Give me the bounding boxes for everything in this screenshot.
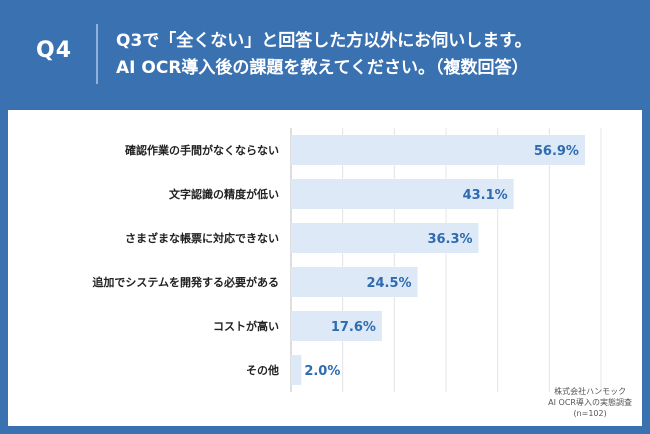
header-divider: [96, 24, 98, 84]
source-note: 株式会社ハンモック AI OCR導入の実態調査 (n=102): [548, 386, 632, 419]
bar: [291, 223, 479, 253]
question-line-2: AI OCR導入後の課題を教えてください。（複数回答）: [116, 58, 529, 78]
category-label: 追加でシステムを開発する必要がある: [92, 275, 279, 289]
question-line-1: Q3で「全くない」と回答した方以外にお伺いします。: [116, 31, 532, 51]
bar: [291, 135, 585, 165]
value-labels: 56.9% 43.1% 36.3% 24.5% 17.6% 2.0%: [304, 144, 579, 379]
bar: [291, 179, 514, 209]
source-sample-size: (n=102): [573, 409, 607, 418]
bar: [291, 311, 382, 341]
question-text: Q3で「全くない」と回答した方以外にお伺いします。 AI OCR導入後の課題を教…: [116, 28, 532, 82]
category-label: 文字認識の精度が低い: [169, 187, 279, 201]
bar: [291, 355, 302, 385]
category-label: 確認作業の手間がなくならない: [125, 143, 279, 157]
value-label: 36.3%: [427, 232, 472, 247]
bars: [291, 135, 585, 385]
value-label: 43.1%: [463, 188, 508, 203]
value-label: 24.5%: [366, 276, 411, 291]
bar: [291, 267, 418, 297]
category-labels: 確認作業の手間がなくならない文字認識の精度が低いさまざまな帳票に対応できない追加…: [92, 143, 279, 377]
category-label: さまざまな帳票に対応できない: [125, 231, 279, 245]
source-company: 株式会社ハンモック: [554, 387, 627, 396]
value-label: 56.9%: [534, 144, 579, 159]
category-label: その他: [246, 363, 279, 377]
category-label: コストが高い: [213, 319, 279, 333]
source-survey: AI OCR導入の実態調査: [548, 398, 632, 407]
value-label: 2.0%: [304, 364, 340, 379]
gridlines: [290, 128, 602, 392]
value-label: 17.6%: [331, 320, 376, 335]
question-number: Q4: [36, 38, 73, 63]
